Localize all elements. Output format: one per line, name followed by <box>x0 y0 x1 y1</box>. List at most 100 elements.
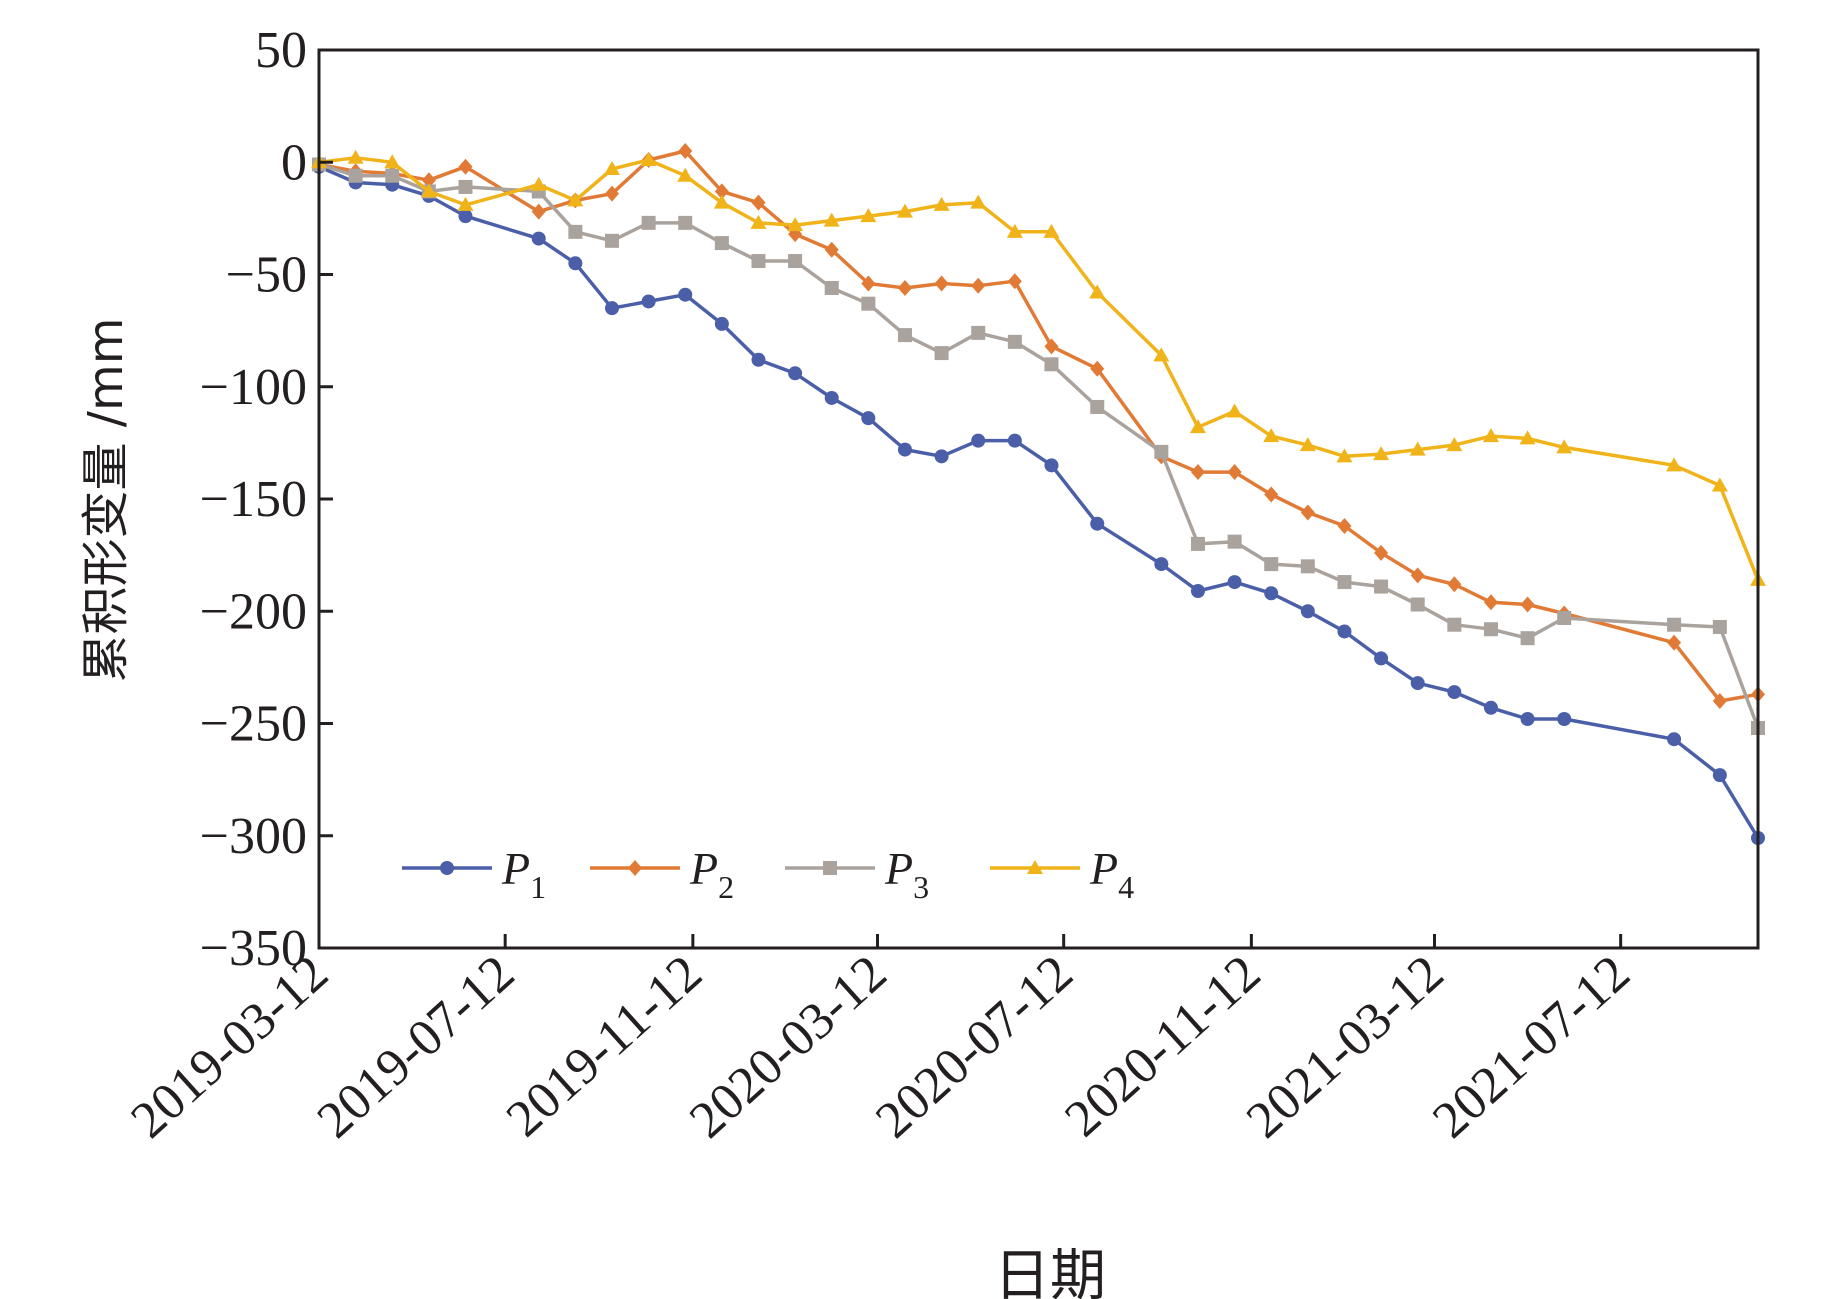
data-point-p1 <box>531 231 546 246</box>
legend: P1 P2 P3 P4 <box>402 843 1134 905</box>
data-point-p4 <box>640 152 657 167</box>
data-point-p1 <box>897 442 912 457</box>
series-p2 <box>312 143 1765 710</box>
data-point-p3 <box>1483 622 1498 637</box>
legend-label: P2 <box>689 843 734 905</box>
data-point-p2 <box>751 194 766 211</box>
data-point-p3 <box>385 168 400 183</box>
y-tick-label: −200 <box>200 583 307 640</box>
series-p3 <box>312 157 1765 735</box>
data-point-p3 <box>1410 597 1425 612</box>
data-point-p4 <box>1153 347 1170 362</box>
data-point-p1 <box>1227 575 1242 590</box>
data-point-p4 <box>1263 428 1280 443</box>
data-point-p1 <box>458 209 473 224</box>
data-point-p4 <box>1336 448 1353 463</box>
data-point-p2 <box>861 275 876 292</box>
data-point-p2 <box>1337 517 1352 534</box>
data-point-p2 <box>1227 464 1242 481</box>
data-point-p3 <box>861 296 876 311</box>
data-point-p3 <box>604 233 619 248</box>
data-point-p1 <box>1667 732 1682 747</box>
data-point-p1 <box>1300 604 1315 619</box>
data-point-p3 <box>934 346 949 361</box>
data-point-p1 <box>1483 700 1498 715</box>
data-point-p1 <box>861 411 876 426</box>
legend-label-subscript: 2 <box>718 869 734 905</box>
data-point-p1 <box>1154 557 1169 572</box>
legend-item-p4: P4 <box>990 843 1134 905</box>
x-tick-label: 2019-11-12 <box>496 945 713 1148</box>
data-point-p4 <box>1666 457 1683 472</box>
data-point-p3 <box>1300 559 1315 574</box>
legend-marker <box>1027 860 1043 874</box>
axes-layer: 500−50−100−150−200−250−300−3502019-03-12… <box>121 22 1641 1149</box>
data-point-p4 <box>1409 441 1426 456</box>
data-point-p3 <box>751 254 766 269</box>
data-point-p3 <box>458 179 473 194</box>
data-point-p4 <box>1373 446 1390 461</box>
data-point-p1 <box>1190 584 1205 599</box>
legend-label-subscript: 4 <box>1118 869 1134 905</box>
data-point-p3 <box>1667 617 1682 632</box>
data-point-p4 <box>677 167 694 182</box>
data-point-p3 <box>641 215 656 230</box>
legend-label: P3 <box>884 843 929 905</box>
data-point-p2 <box>531 203 546 220</box>
data-point-p4 <box>1226 403 1243 418</box>
x-tick-label: 2021-03-12 <box>1236 945 1454 1150</box>
data-point-p1 <box>1447 685 1462 700</box>
data-point-p4 <box>1043 223 1060 238</box>
data-point-p2 <box>1712 693 1727 710</box>
data-point-p2 <box>1374 544 1389 561</box>
data-point-p3 <box>824 280 839 295</box>
data-point-p4 <box>1006 223 1023 238</box>
data-point-p2 <box>1410 567 1425 584</box>
data-point-p1 <box>751 352 766 367</box>
y-tick-label: −250 <box>200 696 307 753</box>
data-point-p4 <box>347 149 364 164</box>
data-point-p4 <box>1711 477 1728 492</box>
data-point-p2 <box>1264 486 1279 503</box>
data-point-p2 <box>421 172 436 189</box>
data-point-p1 <box>1044 458 1059 473</box>
legend-label-subscript: 1 <box>530 869 546 905</box>
data-point-p1 <box>788 366 803 381</box>
data-point-p2 <box>1300 504 1315 521</box>
data-point-p3 <box>1374 579 1389 594</box>
data-point-p1 <box>971 433 986 448</box>
data-point-p1 <box>1410 676 1425 691</box>
series-p4 <box>311 149 1766 586</box>
data-point-p4 <box>1556 439 1573 454</box>
y-tick-label: −100 <box>200 359 307 416</box>
data-point-p1 <box>678 287 693 302</box>
data-point-p2 <box>824 241 839 258</box>
data-point-p3 <box>1227 534 1242 549</box>
series-p1 <box>312 159 1765 845</box>
data-point-p2 <box>1007 273 1022 290</box>
series-line-p4 <box>318 156 1760 581</box>
data-point-p4 <box>530 176 547 191</box>
data-point-p3 <box>1520 631 1535 646</box>
data-point-p1 <box>1520 712 1535 727</box>
series-line-p2 <box>318 149 1759 703</box>
data-point-p3 <box>1447 617 1462 632</box>
data-point-p3 <box>788 254 803 269</box>
data-point-p4 <box>823 212 840 227</box>
legend-item-p2: P2 <box>590 843 734 905</box>
data-point-p4 <box>384 154 401 169</box>
data-point-p3 <box>897 328 912 343</box>
series-layer <box>311 143 1766 845</box>
data-point-p1 <box>1264 586 1279 601</box>
legend-marker <box>823 861 837 875</box>
legend-item-p1: P1 <box>402 843 546 905</box>
data-point-p4 <box>457 196 474 211</box>
data-point-p3 <box>1090 399 1105 414</box>
data-point-p3 <box>1712 619 1727 634</box>
data-point-p3 <box>568 224 583 239</box>
data-point-p3 <box>1154 444 1169 459</box>
data-point-p4 <box>713 194 730 209</box>
data-point-p2 <box>1667 634 1682 651</box>
data-point-p4 <box>787 217 804 232</box>
